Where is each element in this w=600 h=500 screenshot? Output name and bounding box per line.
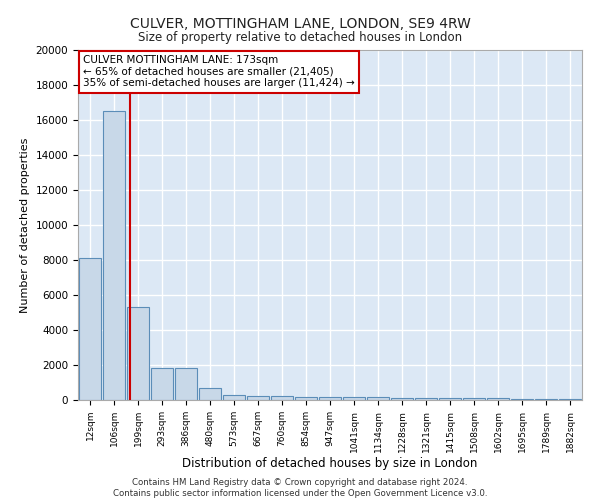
Bar [463, 398, 485, 400]
Bar [79, 258, 101, 400]
Bar [559, 399, 581, 400]
Bar [319, 397, 341, 400]
Bar [295, 396, 317, 400]
Bar [511, 398, 533, 400]
Bar [103, 112, 125, 400]
Text: CULVER MOTTINGHAM LANE: 173sqm
← 65% of detached houses are smaller (21,405)
35%: CULVER MOTTINGHAM LANE: 173sqm ← 65% of … [83, 56, 355, 88]
Bar [271, 396, 293, 400]
Bar [247, 396, 269, 400]
Text: Size of property relative to detached houses in London: Size of property relative to detached ho… [138, 31, 462, 44]
Bar [343, 397, 365, 400]
Bar [535, 399, 557, 400]
Bar [391, 398, 413, 400]
Bar [127, 307, 149, 400]
Text: Contains HM Land Registry data © Crown copyright and database right 2024.
Contai: Contains HM Land Registry data © Crown c… [113, 478, 487, 498]
Text: CULVER, MOTTINGHAM LANE, LONDON, SE9 4RW: CULVER, MOTTINGHAM LANE, LONDON, SE9 4RW [130, 18, 470, 32]
Bar [175, 368, 197, 400]
Bar [367, 398, 389, 400]
X-axis label: Distribution of detached houses by size in London: Distribution of detached houses by size … [182, 458, 478, 470]
Y-axis label: Number of detached properties: Number of detached properties [20, 138, 30, 312]
Bar [487, 398, 509, 400]
Bar [415, 398, 437, 400]
Bar [199, 388, 221, 400]
Bar [223, 395, 245, 400]
Bar [151, 368, 173, 400]
Bar [439, 398, 461, 400]
